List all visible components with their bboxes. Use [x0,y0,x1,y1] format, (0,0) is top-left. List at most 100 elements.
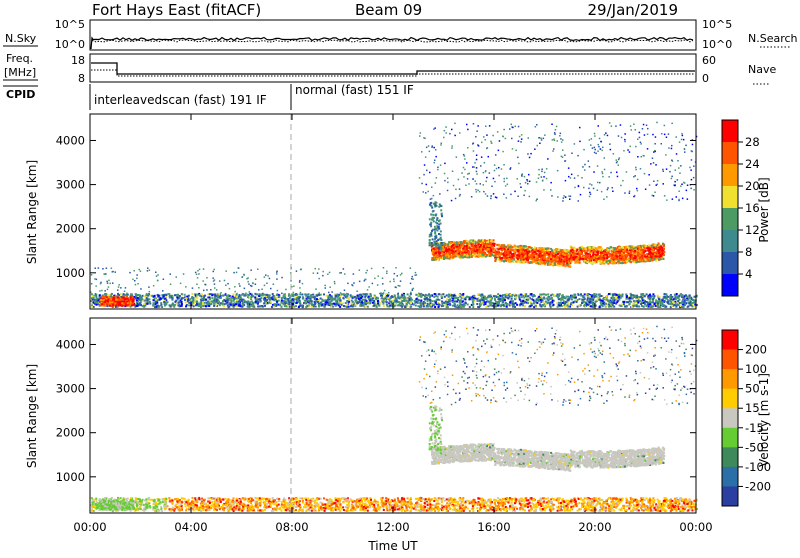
power-cell [437,299,439,301]
power-cell [312,294,314,296]
power-cell [460,305,462,307]
power-cell [127,302,129,304]
power-cell [629,297,631,299]
power-cell [657,306,659,308]
power-cell [103,304,105,306]
power-cell [220,297,222,299]
power-cell [230,304,232,306]
power-cell [565,301,567,303]
power-cell [383,305,385,307]
power-cell [580,293,582,295]
power-cell [518,294,520,296]
power-cell [521,296,523,298]
power-cell [485,298,487,300]
power-cell [574,295,576,297]
power-cell [111,297,113,299]
power-cell [339,302,341,304]
power-cell [519,299,521,301]
power-cell [571,298,573,300]
power-cell [681,306,683,308]
power-cell [495,301,497,303]
nsky-trace [91,38,693,50]
power-cell [608,293,610,295]
power-cell [233,293,235,295]
power-cell [542,304,544,306]
power-cell [659,306,661,308]
power-cell [310,294,312,296]
power-cell [281,299,283,301]
power-cell [153,295,155,297]
power-cell [123,303,125,305]
power-cell [386,301,388,303]
power-cell [331,295,333,297]
power-cell [365,293,367,295]
power-cell [652,293,654,295]
power-cell [338,294,340,296]
power-cell [543,301,545,303]
power-cell [139,302,141,304]
power-cell [196,297,198,299]
power-cell [273,297,275,299]
power-cell [202,305,204,307]
power-cell [495,304,497,306]
power-cell [283,297,285,299]
power-cell [595,293,597,295]
power-cell [139,296,141,298]
nsky-tick-top: 10^5 [55,18,85,31]
power-cell [515,296,517,298]
power-cell [525,293,527,295]
power-cell [428,295,430,297]
power-cell [286,300,288,302]
power-cell [633,296,635,298]
power-cell [626,295,628,297]
power-cell [256,297,258,299]
power-cell [596,299,598,301]
power-cell [263,302,265,304]
power-cell [172,297,174,299]
power-cell [395,298,397,300]
power-cell [549,302,551,304]
power-cell [415,305,417,307]
power-cell [357,295,359,297]
power-cell [462,296,464,298]
power-cell [579,298,581,300]
power-cell [587,299,589,301]
power-cell [251,294,253,296]
power-cell [396,300,398,302]
power-cell [126,296,128,298]
power-cell [169,296,171,298]
power-cell [679,295,681,297]
power-cell [487,296,489,298]
power-cell [387,297,389,299]
power-cell [423,305,425,307]
power-cell [492,305,494,307]
power-cell [378,304,380,306]
power-cell [612,293,614,295]
power-cell [269,294,271,296]
power-cell [110,301,112,303]
power-cell [427,303,429,305]
power-cell [402,304,404,306]
power-cell [633,300,635,302]
power-cell [608,306,610,308]
power-cell [431,259,433,261]
power-cell [181,303,183,305]
power-cell [442,305,444,307]
power-cell [426,298,428,300]
power-cell [339,306,341,308]
power-cell [100,299,102,301]
power-cell [424,302,426,304]
power-cell [113,297,115,299]
power-cell [662,298,664,300]
power-cell [177,294,179,296]
power-cell [494,298,496,300]
power-cell [599,306,601,308]
power-cell [455,297,457,299]
power-cell [210,303,212,305]
power-cell [620,297,622,299]
power-cell [570,296,572,298]
power-cell [112,301,114,303]
power-cell [685,294,687,296]
power-cell [123,295,125,297]
power-cell [215,305,217,307]
